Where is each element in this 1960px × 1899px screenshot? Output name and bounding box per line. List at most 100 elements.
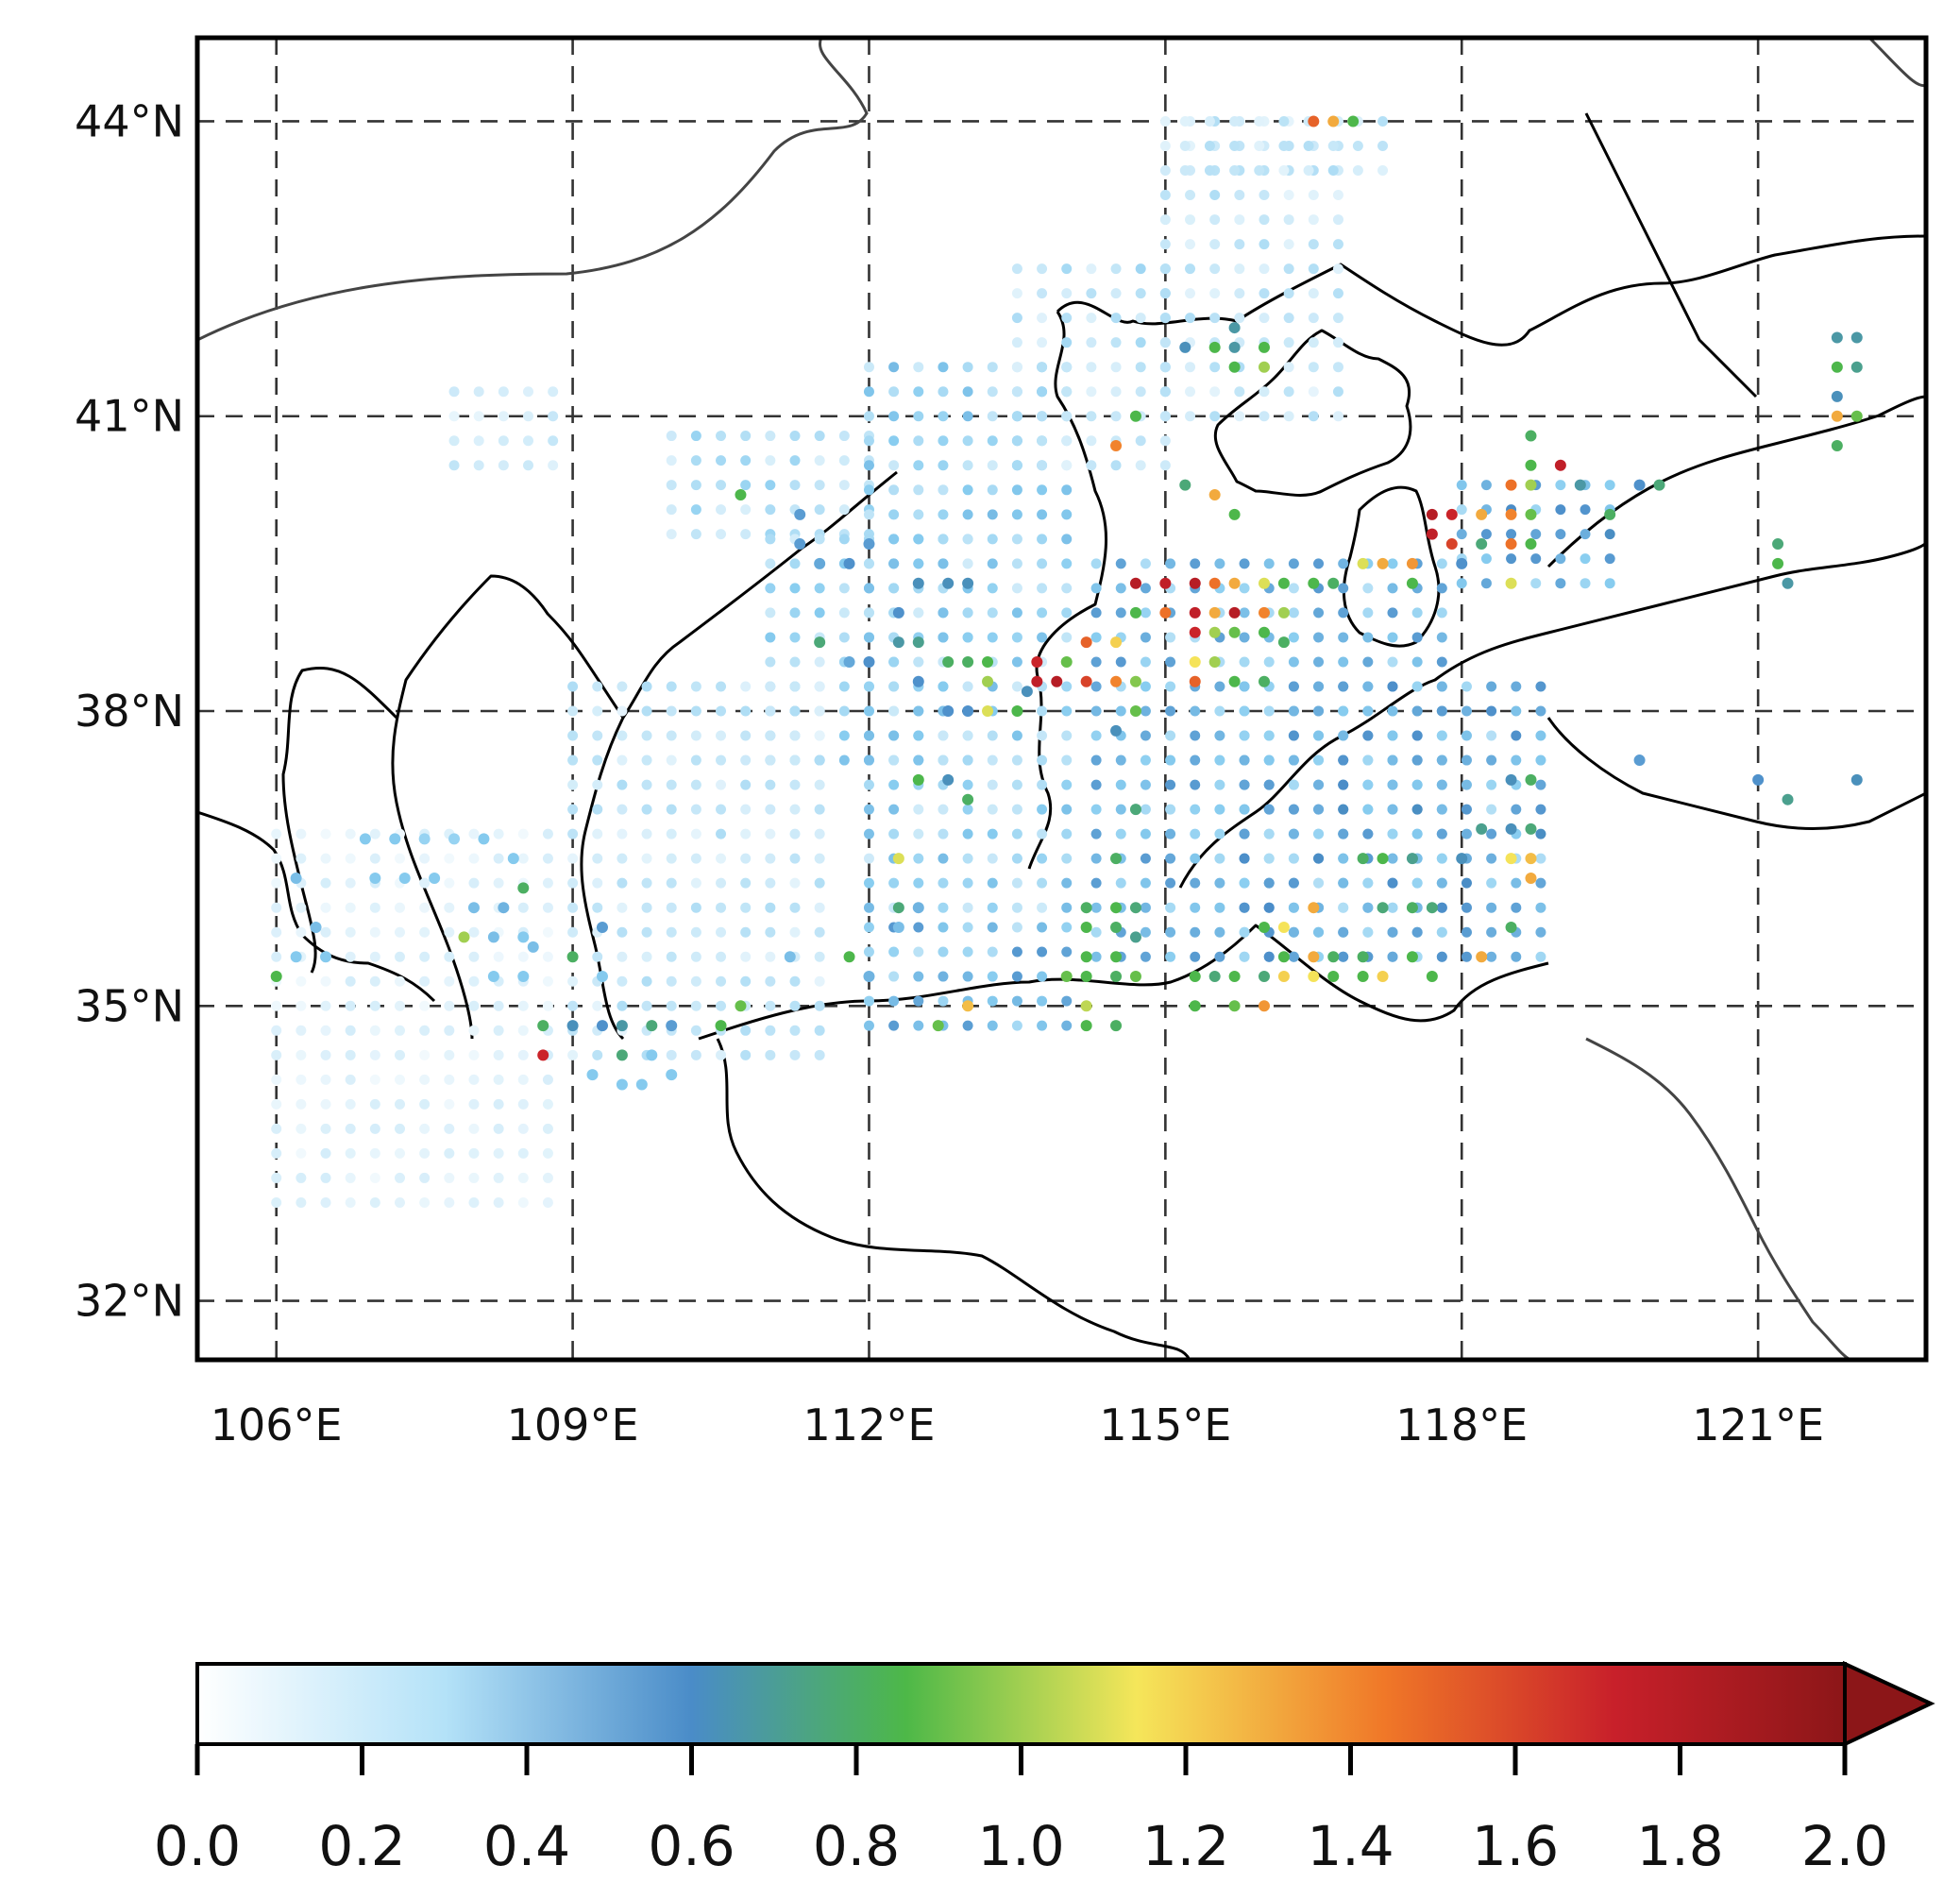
field-point — [592, 853, 603, 864]
field-point — [1037, 755, 1048, 766]
field-point — [1313, 804, 1325, 815]
field-point — [1115, 877, 1126, 889]
field-point — [716, 1000, 727, 1011]
field-point — [296, 1098, 307, 1110]
field-point — [1190, 926, 1201, 938]
data-point — [1189, 971, 1201, 983]
field-point — [1239, 632, 1250, 643]
field-point — [913, 922, 924, 933]
field-point — [740, 951, 752, 962]
field-point — [666, 1000, 677, 1011]
field-point — [567, 902, 579, 913]
field-point — [913, 484, 924, 496]
field-point — [814, 656, 825, 668]
field-point — [1308, 313, 1319, 324]
field-point — [1461, 926, 1472, 938]
field-point — [1234, 214, 1245, 226]
field-point — [1387, 877, 1398, 889]
field-point — [789, 607, 801, 619]
field-point — [888, 730, 900, 741]
field-point — [419, 1074, 431, 1085]
field-point — [1165, 926, 1176, 938]
field-point — [666, 755, 677, 766]
field-point — [567, 926, 579, 938]
field-point — [838, 504, 850, 516]
field-point — [913, 877, 924, 889]
field-point — [542, 828, 553, 839]
data-point — [1129, 931, 1141, 943]
data-point — [863, 655, 875, 668]
field-point — [1604, 480, 1615, 491]
field-point — [1411, 656, 1423, 668]
colorbar-tick-label: 1.6 — [1472, 1814, 1559, 1878]
field-point — [1214, 853, 1225, 864]
field-point — [1165, 877, 1176, 889]
field-point — [913, 607, 924, 619]
field-point — [498, 460, 509, 471]
field-point — [962, 971, 973, 982]
field-point — [1332, 386, 1343, 398]
field-point — [789, 1025, 801, 1036]
field-point — [1362, 804, 1374, 815]
field-point — [523, 435, 534, 447]
field-point — [1011, 411, 1022, 422]
field-point — [863, 411, 874, 422]
field-point — [1185, 263, 1196, 275]
field-point — [962, 946, 973, 958]
field-point — [863, 362, 874, 373]
field-point — [345, 1196, 356, 1208]
field-point — [1436, 632, 1447, 643]
data-point — [1110, 636, 1123, 649]
longitude-labels: 106°E 109°E 112°E 115°E 118°E 121°E — [211, 1399, 1824, 1450]
field-point — [1037, 484, 1048, 496]
field-point — [1308, 386, 1319, 398]
field-point — [468, 926, 480, 938]
field-point — [789, 779, 801, 790]
field-point — [1140, 755, 1151, 766]
field-point — [517, 1098, 529, 1110]
field-point — [1140, 828, 1151, 839]
data-point — [1505, 479, 1517, 491]
data-point — [1208, 341, 1221, 353]
field-point — [1239, 779, 1250, 790]
field-point — [962, 509, 973, 520]
data-point — [814, 557, 826, 569]
field-point — [271, 1049, 282, 1060]
field-point — [814, 1025, 825, 1036]
field-point — [493, 1123, 504, 1134]
field-point — [1086, 263, 1097, 275]
field-point — [716, 455, 727, 466]
field-point — [962, 877, 973, 889]
field-point — [888, 656, 900, 668]
field-point — [1110, 411, 1122, 422]
field-point — [1436, 804, 1447, 815]
field-point — [740, 926, 752, 938]
field-point — [1165, 951, 1176, 962]
field-point — [567, 1049, 579, 1060]
field-point — [1263, 656, 1275, 668]
field-point — [1204, 140, 1215, 151]
field-point — [1135, 460, 1146, 471]
field-point — [1239, 877, 1250, 889]
field-point — [1313, 828, 1325, 839]
field-point — [1086, 288, 1097, 299]
data-points — [270, 115, 1863, 1208]
data-point — [1406, 853, 1418, 865]
field-point — [1259, 313, 1270, 324]
data-point — [1060, 971, 1073, 983]
field-point — [888, 804, 900, 815]
data-point — [1752, 773, 1765, 786]
field-point — [716, 529, 727, 540]
field-point — [1278, 140, 1290, 151]
field-point — [1140, 730, 1151, 741]
field-point — [1387, 583, 1398, 594]
field-point — [592, 755, 603, 766]
data-point — [1377, 902, 1389, 914]
field-point — [962, 779, 973, 790]
field-point — [1362, 607, 1374, 619]
field-point — [1313, 755, 1325, 766]
field-point — [1239, 804, 1250, 815]
field-point — [1338, 779, 1349, 790]
field-point — [1338, 902, 1349, 913]
field-point — [1037, 263, 1048, 275]
